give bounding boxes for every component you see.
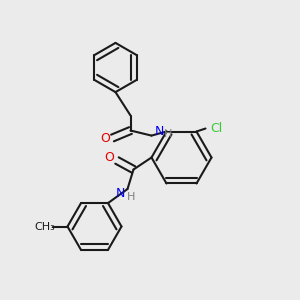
Text: O: O — [105, 151, 114, 164]
Text: Cl: Cl — [210, 122, 222, 135]
Text: CH₃: CH₃ — [34, 221, 56, 232]
Text: N: N — [115, 187, 125, 200]
Text: O: O — [100, 131, 110, 145]
Text: H: H — [164, 129, 172, 139]
Text: H: H — [127, 191, 135, 202]
Text: N: N — [154, 124, 164, 138]
